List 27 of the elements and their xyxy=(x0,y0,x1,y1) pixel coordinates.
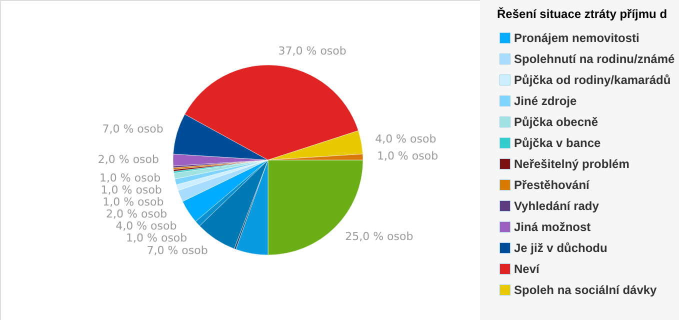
legend-label: Půjčka v bance xyxy=(514,136,602,150)
data-label: 1,0 % osob xyxy=(100,183,162,196)
legend-label: Neví xyxy=(514,262,540,276)
data-label: 2,0 % osob xyxy=(106,207,168,220)
data-label: 7,0 % osob xyxy=(102,122,164,136)
legend-label: Jiné zdroje xyxy=(514,94,578,108)
legend-label: Spolehnutí na rodinu/známé xyxy=(514,52,675,66)
legend-label: Jiná možnost xyxy=(514,220,591,234)
legend-label: Přestěhování xyxy=(514,178,590,192)
data-label: 1,0 % osob xyxy=(102,195,164,208)
legend-label: Vyhledání rady xyxy=(514,199,600,213)
data-label: 4,0 % osob xyxy=(375,132,436,146)
legend-label: Je již v důchodu xyxy=(514,241,608,255)
text: Řešení situace ztráty příjmu d xyxy=(497,7,668,21)
data-label: 4,0 % osob xyxy=(116,219,177,232)
legend-label: Půjčka od rodiny/kamarádů xyxy=(514,73,671,87)
data-label: 1,0 % osob xyxy=(99,171,161,184)
data-label: 37,0 % osob xyxy=(278,44,346,58)
data-label: 7,0 % osob xyxy=(146,244,208,257)
legend-label: Spoleh na sociální dávky xyxy=(514,283,658,297)
data-label: 25,0 % osob xyxy=(345,230,414,244)
legend-label: Neřešitelný problém xyxy=(514,157,630,171)
data-label: 1,0 % osob xyxy=(126,231,188,244)
legend-label: Půjčka obecně xyxy=(514,115,598,129)
legend-label: Pronájem nemovitosti xyxy=(514,31,640,45)
data-label: 1,0 % osob xyxy=(376,150,438,163)
data-label: 2,0 % osob xyxy=(98,153,160,166)
